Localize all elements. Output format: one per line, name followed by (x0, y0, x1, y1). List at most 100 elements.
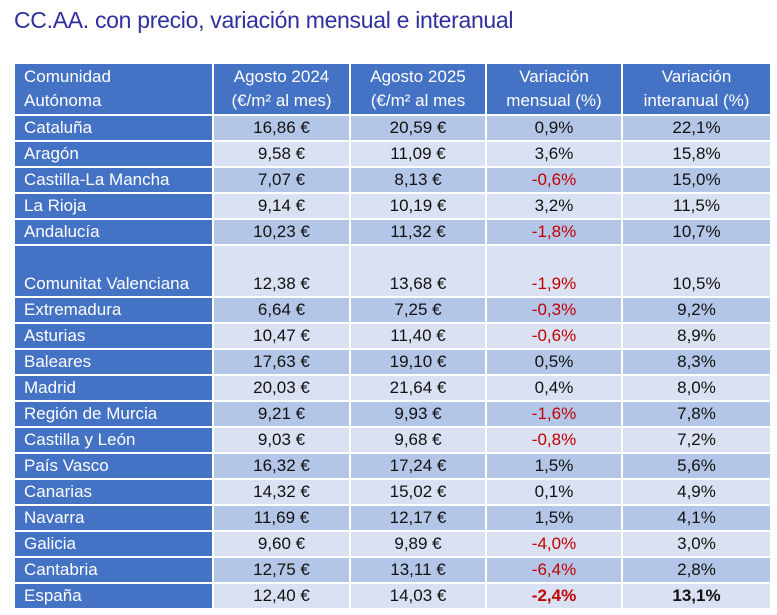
cell-agosto-2025: 7,25 € (351, 298, 487, 324)
cell-agosto-2025: 17,24 € (351, 454, 487, 480)
price-table: Comunidad Autónoma Agosto 2024 (€/m² al … (15, 64, 770, 610)
cell-agosto-2024: 7,07 € (214, 168, 351, 194)
cell-agosto-2024: 10,23 € (214, 220, 351, 246)
cell-agosto-2024: 20,03 € (214, 376, 351, 402)
table-header: Comunidad Autónoma Agosto 2024 (€/m² al … (15, 64, 770, 116)
cell-region: Cantabria (15, 558, 214, 584)
table-row: País Vasco 16,32 €17,24 €1,5% 5,6% (15, 454, 770, 480)
cell-region: La Rioja (15, 194, 214, 220)
cell-agosto-2025: 8,13 € (351, 168, 487, 194)
cell-agosto-2024: 12,38 € (214, 246, 351, 298)
cell-region: Asturias (15, 324, 214, 350)
cell-agosto-2025: 12,17 € (351, 506, 487, 532)
cell-agosto-2025: 19,10 € (351, 350, 487, 376)
cell-variacion-mensual: 0,1% (487, 480, 623, 506)
cell-agosto-2025: 11,40 € (351, 324, 487, 350)
cell-variacion-mensual: -0,6% (487, 168, 623, 194)
cell-agosto-2025: 11,32 € (351, 220, 487, 246)
cell-agosto-2025: 13,68 € (351, 246, 487, 298)
cell-agosto-2024: 9,14 € (214, 194, 351, 220)
cell-agosto-2024: 6,64 € (214, 298, 351, 324)
cell-variacion-interanual: 9,2% (623, 298, 770, 324)
cell-variacion-mensual: -4,0% (487, 532, 623, 558)
header-region: Comunidad Autónoma (15, 64, 214, 116)
cell-variacion-interanual: 13,1% (623, 584, 770, 610)
table-row: Castilla-La Mancha 7,07 €8,13 € -0,6% 15,0% (15, 168, 770, 194)
cell-variacion-interanual: 8,0% (623, 376, 770, 402)
cell-variacion-mensual: 0,5% (487, 350, 623, 376)
table-row: Navarra 11,69 €12,17 €1,5% 4,1% (15, 506, 770, 532)
table-row: La Rioja 9,14 €10,19 €3,2% 11,5% (15, 194, 770, 220)
cell-region: Andalucía (15, 220, 214, 246)
cell-region: Castilla-La Mancha (15, 168, 214, 194)
header-variacion-interanual: Variación interanual (%) (623, 64, 770, 116)
table-row: Baleares 17,63 €19,10 €0,5% 8,3% (15, 350, 770, 376)
cell-variacion-mensual: -0,3% (487, 298, 623, 324)
table-row: Aragón 9,58 €11,09 €3,6% 15,8% (15, 142, 770, 168)
cell-region: Navarra (15, 506, 214, 532)
cell-variacion-interanual: 8,3% (623, 350, 770, 376)
cell-region: Canarias (15, 480, 214, 506)
cell-variacion-mensual: -2,4% (487, 584, 623, 610)
cell-variacion-interanual: 7,8% (623, 402, 770, 428)
cell-agosto-2024: 10,47 € (214, 324, 351, 350)
cell-variacion-interanual: 4,9% (623, 480, 770, 506)
cell-variacion-interanual: 3,0% (623, 532, 770, 558)
cell-agosto-2025: 13,11 € (351, 558, 487, 584)
table-row: Madrid 20,03 €21,64 €0,4% 8,0% (15, 376, 770, 402)
header-agosto-2025: Agosto 2025 (€/m² al mes (351, 64, 487, 116)
cell-variacion-mensual: 0,9% (487, 116, 623, 142)
cell-agosto-2024: 9,60 € (214, 532, 351, 558)
cell-region: Madrid (15, 376, 214, 402)
cell-variacion-mensual: -1,9% (487, 246, 623, 298)
cell-agosto-2024: 17,63 € (214, 350, 351, 376)
table-row: Cataluña 16,86 €20,59 €0,9% 22,1% (15, 116, 770, 142)
cell-variacion-mensual: -1,8% (487, 220, 623, 246)
cell-region: Baleares (15, 350, 214, 376)
cell-agosto-2024: 9,03 € (214, 428, 351, 454)
cell-variacion-interanual: 8,9% (623, 324, 770, 350)
table-row: Andalucía 10,23 €11,32 € -1,8% 10,7% (15, 220, 770, 246)
cell-agosto-2024: 9,21 € (214, 402, 351, 428)
cell-variacion-mensual: -0,8% (487, 428, 623, 454)
table-body: Cataluña 16,86 €20,59 €0,9% 22,1% Aragón 9,5… (15, 116, 770, 610)
cell-region: Región de Murcia (15, 402, 214, 428)
header-variacion-mensual: Variación mensual (%) (487, 64, 623, 116)
table-row: Comunitat Valenciana 12,38 €13,68 € -1,9% 1… (15, 246, 770, 298)
cell-agosto-2025: 20,59 € (351, 116, 487, 142)
cell-variacion-interanual: 10,7% (623, 220, 770, 246)
cell-variacion-interanual: 15,0% (623, 168, 770, 194)
cell-agosto-2024: 12,40 € (214, 584, 351, 610)
cell-region: Cataluña (15, 116, 214, 142)
cell-agosto-2024: 14,32 € (214, 480, 351, 506)
table-row: Asturias 10,47 €11,40 € -0,6% 8,9% (15, 324, 770, 350)
table-row: Galicia 9,60 €9,89 € -4,0% 3,0% (15, 532, 770, 558)
cell-agosto-2025: 9,93 € (351, 402, 487, 428)
cell-variacion-interanual: 4,1% (623, 506, 770, 532)
table-row: Región de Murcia 9,21 €9,93 € -1,6% 7,8% (15, 402, 770, 428)
cell-variacion-mensual: 0,4% (487, 376, 623, 402)
cell-variacion-interanual: 7,2% (623, 428, 770, 454)
table-row: Castilla y León 9,03 €9,68 € -0,8% 7,2% (15, 428, 770, 454)
table-row: Canarias 14,32 €15,02 €0,1% 4,9% (15, 480, 770, 506)
cell-variacion-mensual: 3,6% (487, 142, 623, 168)
cell-variacion-mensual: -1,6% (487, 402, 623, 428)
cell-region: España (15, 584, 214, 610)
cell-variacion-interanual: 11,5% (623, 194, 770, 220)
cell-variacion-mensual: 3,2% (487, 194, 623, 220)
cell-agosto-2024: 11,69 € (214, 506, 351, 532)
cell-region: Castilla y León (15, 428, 214, 454)
cell-region: Extremadura (15, 298, 214, 324)
cell-agosto-2024: 12,75 € (214, 558, 351, 584)
cell-variacion-mensual: -6,4% (487, 558, 623, 584)
cell-agosto-2025: 9,68 € (351, 428, 487, 454)
cell-variacion-interanual: 15,8% (623, 142, 770, 168)
header-agosto-2024: Agosto 2024 (€/m² al mes) (214, 64, 351, 116)
cell-region: Aragón (15, 142, 214, 168)
cell-variacion-interanual: 22,1% (623, 116, 770, 142)
cell-variacion-interanual: 2,8% (623, 558, 770, 584)
table-row: España 12,40 €14,03 € -2,4% 13,1% (15, 584, 770, 610)
cell-agosto-2024: 16,32 € (214, 454, 351, 480)
cell-agosto-2025: 9,89 € (351, 532, 487, 558)
cell-agosto-2025: 15,02 € (351, 480, 487, 506)
